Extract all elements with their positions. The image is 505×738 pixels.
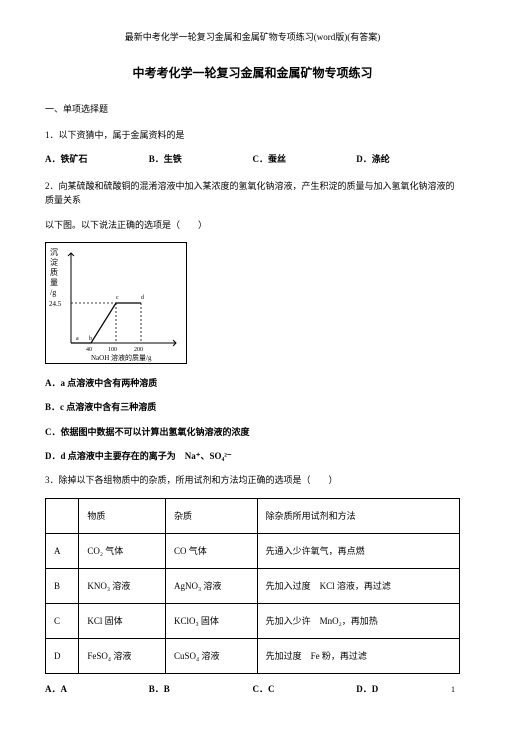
q3-ans-c: C．C [253, 682, 357, 696]
q2-opt-c: C．依据图中数据不可以计算出氢氧化钠溶液的浓度 [45, 425, 460, 439]
svg-text:24.5: 24.5 [49, 300, 62, 308]
svg-text:淀: 淀 [50, 257, 58, 267]
table-header-row: 物质 杂质 除杂质所用试剂和方法 [46, 498, 460, 533]
svg-text:质: 质 [50, 267, 58, 277]
svg-text:100: 100 [108, 347, 117, 353]
q1-opt-d: D．涤纶 [356, 152, 460, 166]
q2-opt-d: D．d 点溶液中主要存在的离子为 Na⁺、SO₄²⁻ [45, 449, 460, 463]
q2-opt-a: A．a 点溶液中含有两种溶质 [45, 376, 460, 390]
table-row: D FeSO₄ 溶液 CuSO₄ 溶液 先加过度 Fe 粉，再过滤 [46, 638, 460, 673]
table-row: C KCl 固体 KClO₃ 固体 先加入少许 MnO₂，再加热 [46, 603, 460, 638]
q2-opt-b: B．c 点溶液中含有三种溶质 [45, 400, 460, 414]
q3-table: 物质 杂质 除杂质所用试剂和方法 A CO₂ 气体 CO 气体 先通入少许氧气，… [45, 498, 460, 674]
q3-ans-b: B．B [149, 682, 253, 696]
q3-answer-options: A．A B．B C．C D．D [45, 682, 460, 696]
q1-opt-a: A．铁矿石 [45, 152, 149, 166]
q1-options: A．铁矿石 B．生铁 C．蚕丝 D．涤纶 [45, 152, 460, 166]
q1-opt-c: C．蚕丝 [253, 152, 357, 166]
svg-text:量: 量 [50, 278, 58, 287]
q2-line2: 以下图。以下说法正确的选项是（ ） [45, 218, 460, 232]
q3-text: 3．除掉以下各组物质中的杂质，所用试剂和方法均正确的选项是（ ） [45, 473, 460, 487]
th-blank [46, 498, 79, 533]
th-method: 除杂质所用试剂和方法 [257, 498, 459, 533]
q1-opt-b: B．生铁 [149, 152, 253, 166]
page-number: 1 [451, 685, 455, 694]
q1-text: 1．以下资猜中，属于金属资料的是 [45, 128, 460, 142]
q3-ans-a: A．A [45, 682, 149, 696]
q2-chart: 沉 淀 质 量 /g 24.5 a b c d 40 100 200 NaOH … [45, 242, 187, 364]
svg-text:d: d [141, 295, 144, 301]
main-title: 中考考化学一轮复习金属和金属矿物专项练习 [45, 64, 460, 83]
q2-line1: 2．向某硫酸和硫酸铜的混淆溶液中加入某浓度的氢氧化钠溶液，产生积淀的质量与加入氢… [45, 179, 460, 208]
svg-text:b: b [89, 336, 92, 342]
chart-ylabel: 沉 [50, 248, 58, 257]
section-1: 一、单项选择题 [45, 102, 460, 116]
svg-text:200: 200 [134, 347, 143, 353]
page-header: 最新中考化学一轮复习金属和金属矿物专项练习(word版)(有答案) [45, 30, 460, 44]
table-row: A CO₂ 气体 CO 气体 先通入少许氧气，再点燃 [46, 533, 460, 568]
th-substance: 物质 [79, 498, 166, 533]
svg-text:c: c [116, 295, 119, 301]
svg-text:/g: /g [50, 288, 56, 297]
svg-text:a: a [76, 336, 79, 342]
svg-text:40: 40 [86, 347, 92, 353]
q3-ans-d: D．D [356, 682, 460, 696]
th-impurity: 杂质 [166, 498, 258, 533]
svg-text:NaOH 溶液的质量/g: NaOH 溶液的质量/g [91, 353, 152, 362]
table-row: B KNO₃ 溶液 AgNO₃ 溶液 先加入过度 KCl 溶液，再过滤 [46, 568, 460, 603]
